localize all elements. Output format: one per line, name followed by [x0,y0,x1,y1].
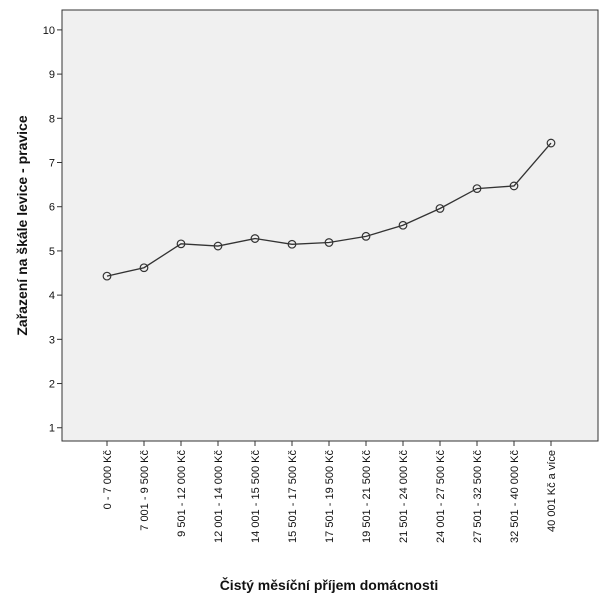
x-tick-label: 27 501 - 32 500 Kč [472,450,484,543]
y-tick-label: 3 [49,334,55,346]
data-point [287,239,297,249]
data-point [546,138,556,148]
x-tick-label: 14 001 - 15 500 Kč [250,450,262,543]
y-tick-label: 8 [49,113,55,125]
x-tick-label: 32 501 - 40 000 Kč [509,450,521,543]
data-point [435,204,445,213]
y-tick-label: 2 [49,379,55,391]
y-tick-label: 9 [49,69,55,81]
data-point [398,220,408,230]
plot-area [61,9,599,442]
y-axis: 1 2 3 4 5 6 7 8 9 10 [43,25,62,435]
x-tick-label: 12 001 - 14 000 Kč [213,450,225,543]
x-tick-label: 21 501 - 24 000 Kč [398,450,410,543]
y-tick-label: 10 [43,25,55,37]
series-group [102,138,556,281]
x-tick-label: 19 501 - 21 500 Kč [361,450,373,543]
data-point [472,184,482,193]
data-point [509,181,519,191]
data-point [213,241,223,251]
data-point [102,271,112,281]
x-tick-label: 0 - 7 000 Kč [102,450,114,510]
y-axis-title: Zařazení na škále levice - pravice [14,115,30,335]
y-tick-label: 6 [49,202,55,214]
y-tick-label: 1 [49,423,55,435]
x-tick-label: 9 501 - 12 000 Kč [176,450,188,537]
data-point [139,263,149,273]
data-point [324,238,334,247]
x-axis: 0 - 7 000 Kč 7 001 - 9 500 Kč 9 501 - 12 0… [102,441,558,543]
data-point [250,234,260,243]
x-tick-label: 24 001 - 27 500 Kč [435,450,447,543]
y-tick-label: 5 [49,246,55,258]
x-axis-title: Čistý měsíční příjem domácnosti [220,576,439,593]
y-tick-label: 7 [49,158,55,170]
data-point [176,239,186,249]
x-tick-label: 40 001 Kč a více [546,450,558,532]
x-tick-label: 17 501 - 19 500 Kč [324,450,336,543]
x-tick-label: 15 501 - 17 500 Kč [287,450,299,543]
x-tick-label: 7 001 - 9 500 Kč [139,450,151,531]
series-line [106,142,552,277]
data-point [361,231,371,241]
y-tick-label: 4 [49,290,55,302]
